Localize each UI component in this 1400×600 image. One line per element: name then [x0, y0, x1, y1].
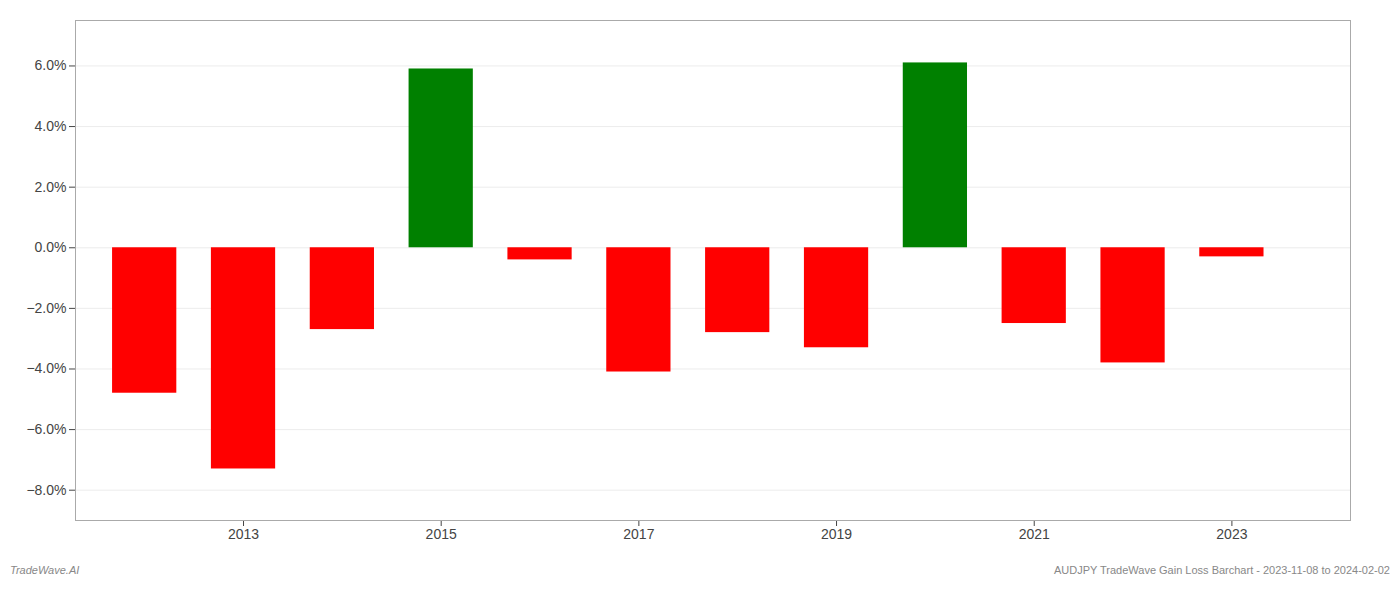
svg-text:2019: 2019: [821, 526, 852, 542]
svg-text:−6.0%: −6.0%: [26, 421, 66, 437]
svg-text:2015: 2015: [426, 526, 457, 542]
svg-text:2021: 2021: [1019, 526, 1050, 542]
html-text:TradeWave.AI: TradeWave.AI: [10, 564, 80, 576]
svg-text:−8.0%: −8.0%: [26, 482, 66, 498]
svg-text:−4.0%: −4.0%: [26, 360, 66, 376]
svg-text:2013: 2013: [228, 526, 259, 542]
html-text:AUDJPY TradeWave Gain Loss Bar: AUDJPY TradeWave Gain Loss Barchart - 20…: [1053, 564, 1390, 576]
svg-text:2023: 2023: [1216, 526, 1247, 542]
svg-text:2.0%: 2.0%: [35, 179, 67, 195]
svg-text:0.0%: 0.0%: [35, 239, 67, 255]
svg-text:2017: 2017: [623, 526, 654, 542]
svg-text:−2.0%: −2.0%: [26, 300, 66, 316]
svg-text:6.0%: 6.0%: [35, 57, 67, 73]
svg-text:4.0%: 4.0%: [35, 118, 67, 134]
